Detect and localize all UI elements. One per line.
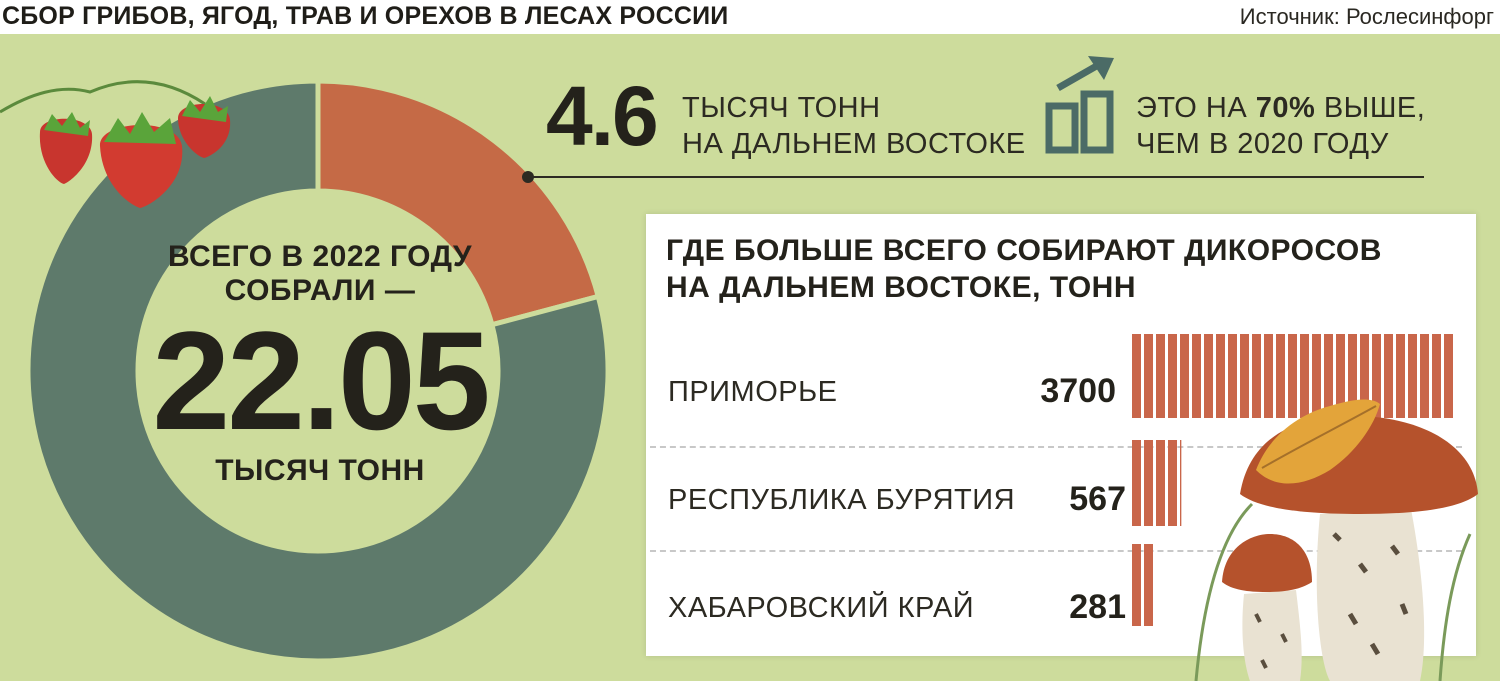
leader-dot: [522, 171, 534, 183]
bar-segment: [1432, 334, 1441, 418]
bar-segment: [1168, 334, 1177, 418]
bar-chart: [1132, 334, 1453, 626]
row-divider: [650, 550, 1462, 552]
growth-caption: ЭТО НА 70% ВЫШЕ, ЧЕМ В 2020 ГОДУ: [1136, 90, 1425, 162]
leader-line: [528, 176, 1424, 178]
bar-chart-title-line-1: ГДЕ БОЛЬШЕ ВСЕГО СОБИРАЮТ ДИКОРОСОВ: [666, 234, 1382, 267]
bar-label-khabarovsk: ХАБАРОВСКИЙ КРАЙ: [668, 592, 975, 624]
mushroom-decoration: [1194, 399, 1478, 681]
growth-percent: 70%: [1255, 92, 1316, 124]
oak-leaf-icon: [1256, 399, 1380, 484]
bar-segment: [1408, 334, 1417, 418]
bar-label-primorye: ПРИМОРЬЕ: [668, 376, 838, 408]
grass-blade: [1438, 533, 1472, 681]
bar-segment: [1264, 334, 1273, 418]
total-value: 22.05: [152, 302, 490, 459]
bar-segment: [1168, 440, 1177, 526]
total-caption: ВСЕГО В 2022 ГОДУ СОБРАЛИ —: [160, 240, 480, 308]
bar-value-primorye: 3700: [1040, 372, 1116, 410]
total-unit-wrap: ТЫСЯЧ ТОНН: [160, 454, 480, 488]
row-divider: [650, 446, 1462, 448]
total-line-2: СОБРАЛИ —: [224, 274, 416, 307]
infographic-panel: ВСЕГО В 2022 ГОДУ СОБРАЛИ — 22.05 ТЫСЯЧ …: [0, 34, 1500, 681]
bar-segment: [1240, 334, 1249, 418]
strawberry-icon: [178, 96, 231, 158]
bar-segment: [1336, 334, 1345, 418]
decoration-layer: [0, 56, 1114, 208]
bar-segment: [1180, 440, 1182, 526]
bar-segment: [1180, 334, 1189, 418]
bar-primorye: [1132, 334, 1453, 418]
bar-segment: [1132, 544, 1141, 626]
header: СБОР ГРИБОВ, ЯГОД, ТРАВ И ОРЕХОВ В ЛЕСАХ…: [0, 0, 1500, 34]
growth-line-2: ЧЕМ В 2020 ГОДУ: [1136, 128, 1389, 160]
far-east-caption: ТЫСЯЧ ТОНН НА ДАЛЬНЕМ ВОСТОКЕ: [682, 90, 1026, 162]
bar-buryatia: [1132, 440, 1182, 526]
mushroom-icon: [1222, 534, 1312, 681]
grass-blade: [1194, 502, 1254, 681]
bar-segment: [1360, 334, 1369, 418]
bar-segment: [1372, 334, 1381, 418]
bar-segment: [1420, 334, 1429, 418]
bar-segment: [1252, 334, 1261, 418]
donut-center: [139, 192, 497, 550]
bar-growth-arrow-icon: [1045, 56, 1114, 154]
bar-segment: [1132, 440, 1141, 526]
bar-segment: [1144, 440, 1153, 526]
donut-slice-far-east: [315, 78, 602, 328]
bar-segment: [1204, 334, 1213, 418]
bar-label-buryatia: РЕСПУБЛИКА БУРЯТИЯ: [668, 484, 1016, 516]
bar-segment: [1144, 334, 1153, 418]
bar-segment: [1348, 334, 1357, 418]
bar-segment: [1312, 334, 1321, 418]
bar-segment: [1396, 334, 1405, 418]
source-note: Источник: Рослесинфорг: [1239, 4, 1494, 29]
bar-segment: [1300, 334, 1309, 418]
bar-segment: [1384, 334, 1393, 418]
growth-suffix: ВЫШЕ,: [1315, 92, 1426, 124]
total-unit: ТЫСЯЧ ТОНН: [215, 454, 425, 487]
bar-khabarovsk: [1132, 544, 1153, 626]
far-east-line-2: НА ДАЛЬНЕМ ВОСТОКЕ: [682, 128, 1026, 160]
bar-segment: [1132, 334, 1141, 418]
bar-chart-title: ГДЕ БОЛЬШЕ ВСЕГО СОБИРАЮТ ДИКОРОСОВ НА Д…: [666, 232, 1382, 306]
page-title: СБОР ГРИБОВ, ЯГОД, ТРАВ И ОРЕХОВ В ЛЕСАХ…: [2, 2, 729, 30]
bar-segment: [1288, 334, 1297, 418]
strawberry-icon: [99, 112, 183, 208]
far-east-value: 4.6: [546, 69, 659, 163]
bar-segment: [1444, 334, 1453, 418]
bar-segment: [1276, 334, 1285, 418]
bar-value-khabarovsk: 281: [1069, 588, 1126, 626]
bar-chart-title-line-2: НА ДАЛЬНЕМ ВОСТОКЕ, ТОНН: [666, 271, 1136, 304]
total-line-1: ВСЕГО В 2022 ГОДУ: [167, 240, 472, 273]
bar-segment: [1216, 334, 1225, 418]
strawberry-icon: [39, 112, 93, 184]
bar-segment: [1192, 334, 1201, 418]
bar-segment: [1156, 334, 1165, 418]
bar-segment: [1228, 334, 1237, 418]
far-east-line-1: ТЫСЯЧ ТОНН: [682, 92, 881, 124]
growth-prefix: ЭТО НА: [1136, 92, 1256, 124]
strawberry-stem: [0, 80, 206, 114]
growth-line-1: ЭТО НА 70% ВЫШЕ,: [1136, 90, 1425, 126]
bar-value-buryatia: 567: [1069, 480, 1126, 518]
bar-segment: [1144, 544, 1153, 626]
bar-segment: [1324, 334, 1333, 418]
bar-segment: [1156, 440, 1165, 526]
